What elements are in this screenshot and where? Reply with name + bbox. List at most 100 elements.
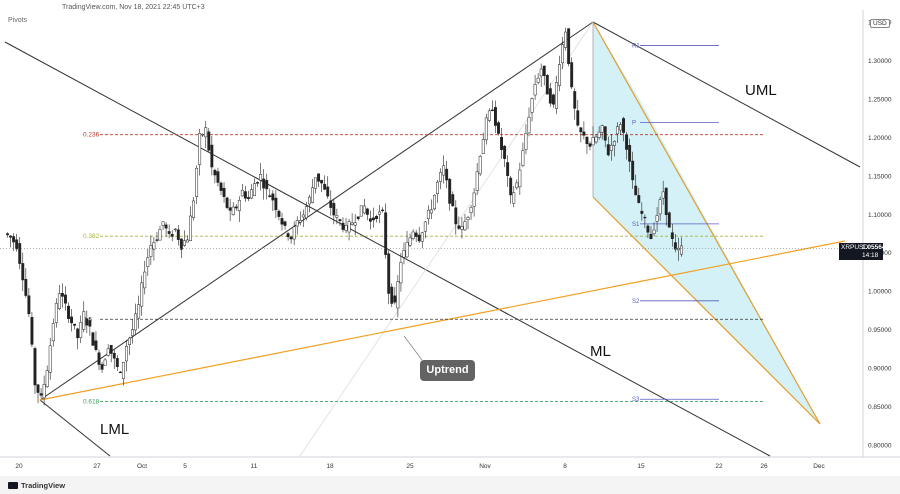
pivots-indicator-label[interactable]: Pivots (8, 17, 28, 24)
candle-body (561, 44, 564, 64)
candle-body (109, 344, 113, 354)
candle-body (146, 257, 150, 267)
candle-body (216, 171, 220, 183)
candle-body (368, 218, 372, 222)
candle-body (314, 177, 317, 189)
candle-body (362, 205, 366, 214)
candle-body (536, 77, 540, 83)
candle-body (115, 358, 119, 368)
chart-source-header: TradingView.com, Nov 18, 2021 22:45 UTC+… (62, 4, 205, 11)
candle-body (82, 311, 86, 330)
candle-body (521, 150, 525, 166)
candle-body (524, 133, 528, 150)
candle-body (506, 162, 510, 176)
candle-body (329, 200, 333, 208)
candle-body (664, 187, 668, 216)
candle-body (42, 384, 46, 399)
candle-body (137, 304, 141, 319)
candle-body (670, 232, 674, 239)
candle-body (649, 233, 653, 240)
candle-body (564, 31, 568, 48)
pivot-level-label: P (632, 120, 636, 126)
candle-body (396, 281, 400, 309)
price-tick-label: 0.85000 (868, 404, 892, 411)
candle-body (234, 206, 238, 209)
price-axis[interactable]: 1.350001.300001.250001.200001.150001.100… (868, 20, 892, 450)
candle-body (680, 245, 683, 255)
candle-body (484, 117, 488, 141)
candle-body (539, 68, 543, 77)
candle-body (673, 242, 677, 250)
candle-body (518, 169, 522, 188)
price-tick-label: 1.15000 (868, 173, 892, 180)
candle-body (170, 234, 174, 237)
time-tick-label: 18 (326, 463, 334, 470)
time-tick-label: 22 (715, 463, 723, 470)
candle-body (27, 295, 31, 315)
candle-body (131, 329, 135, 337)
candle-body (597, 131, 601, 138)
candle-body (280, 218, 284, 225)
candle-body (399, 262, 403, 284)
candle-body (384, 212, 388, 255)
candle-body (585, 136, 589, 145)
candle-body (582, 131, 586, 136)
candle-body (615, 126, 619, 135)
currency-label[interactable]: USD (870, 19, 890, 28)
candle-body (219, 182, 223, 191)
candle-body (250, 189, 253, 199)
candle-body (213, 169, 217, 176)
candle-body (652, 229, 656, 235)
candle-body (454, 207, 458, 225)
candle-body (509, 177, 513, 196)
candle-body (195, 167, 199, 197)
candle-body (173, 228, 177, 231)
candle-body (469, 207, 473, 213)
candle-body (341, 222, 345, 230)
candle-body (344, 224, 348, 231)
price-badge-value: 1.05564 (862, 244, 886, 251)
candle-body (79, 322, 83, 338)
candle-body (420, 232, 424, 242)
candle-body (192, 200, 195, 219)
candle-body (76, 328, 80, 339)
candle-body (73, 323, 77, 326)
candle-body (551, 94, 555, 105)
candle-body (140, 282, 144, 307)
candle-body (353, 222, 357, 226)
candle-body (198, 132, 202, 165)
candle-body (57, 293, 61, 309)
candle-body (365, 208, 369, 215)
price-badge-countdown: 14:18 (862, 252, 879, 259)
candle-body (405, 242, 409, 258)
fib-level-label: 0.382 (83, 233, 100, 240)
time-axis[interactable]: 20 27 Oct 5 11 18 25 Nov 8 15 22 26 Dec (15, 463, 825, 470)
chart-grid (0, 10, 900, 494)
candle-body (307, 196, 311, 205)
candle-body (335, 215, 339, 218)
price-tick-label: 0.80000 (868, 443, 892, 450)
candle-body (301, 214, 305, 218)
candle-body (67, 305, 70, 319)
tradingview-logo[interactable]: TradingView (8, 481, 65, 490)
time-tick-label: 5 (183, 463, 187, 470)
candle-body (609, 144, 613, 151)
candle-body (97, 352, 101, 365)
candle-body (658, 199, 662, 215)
candle-body (487, 110, 491, 121)
time-tick-label: 11 (251, 463, 258, 470)
candle-body (460, 226, 464, 230)
candle-body (619, 124, 622, 131)
candle-body (622, 118, 625, 133)
candle-body (594, 136, 598, 143)
candle-body (243, 191, 247, 199)
uptrend-callout: Uptrend (420, 360, 475, 381)
candle-body (573, 91, 577, 109)
candle-body (381, 209, 385, 212)
candle-body (228, 207, 232, 211)
candle-body (667, 212, 671, 228)
candle-body (554, 82, 558, 109)
time-tick-label: Nov (479, 463, 491, 470)
candle-body (338, 219, 342, 222)
